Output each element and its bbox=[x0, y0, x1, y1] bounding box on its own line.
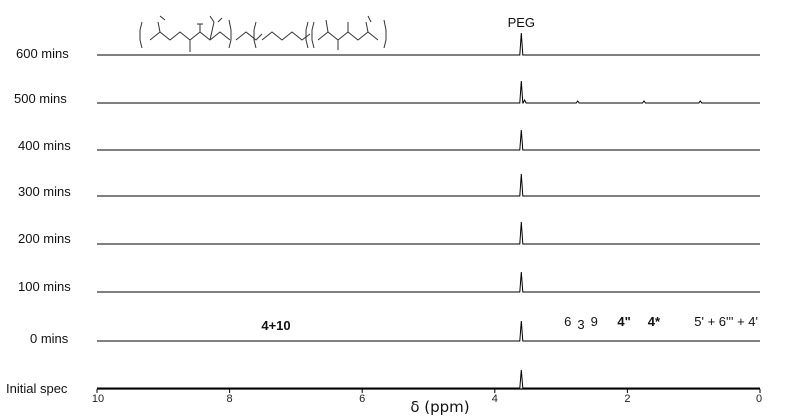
spectrum-trace bbox=[97, 221, 760, 245]
series-label: Initial spec bbox=[6, 381, 68, 396]
series-label: 300 mins bbox=[18, 184, 71, 199]
spectrum-trace bbox=[97, 369, 760, 389]
x-tick-label: 0 bbox=[756, 393, 762, 405]
x-tick-label: 10 bbox=[92, 393, 104, 405]
series-label: 500 mins bbox=[14, 91, 67, 106]
x-axis-title: δ (ppm) bbox=[410, 398, 469, 416]
peak-assignment-label: 9 bbox=[591, 314, 598, 329]
x-tick-label: 4 bbox=[492, 393, 498, 405]
peg-peak-label: PEG bbox=[508, 15, 535, 30]
x-tick-label: 8 bbox=[227, 393, 233, 405]
series-label: 600 mins bbox=[16, 46, 69, 61]
spectrum-trace bbox=[97, 271, 760, 293]
spectrum-trace bbox=[97, 32, 760, 56]
series-label: 0 mins bbox=[30, 331, 69, 346]
peak-assignment-label: 3 bbox=[577, 317, 584, 332]
spectrum-trace bbox=[97, 80, 760, 104]
spectrum-trace bbox=[97, 320, 760, 342]
series-label: 200 mins bbox=[18, 231, 71, 246]
x-tick-label: 2 bbox=[624, 393, 630, 405]
spectrum-trace bbox=[97, 129, 760, 151]
x-tick-label: 6 bbox=[359, 393, 365, 405]
series-label: 400 mins bbox=[18, 138, 71, 153]
series-label: 100 mins bbox=[18, 279, 71, 294]
polymer-structure-icon bbox=[139, 15, 387, 52]
peak-assignment-label: 4* bbox=[648, 314, 661, 329]
peak-assignment-label: 5' + 6''' + 4' bbox=[694, 314, 758, 329]
spectrum-trace bbox=[97, 173, 760, 197]
peak-assignment-label: 4" bbox=[617, 314, 630, 329]
peak-assignment-label: 4+10 bbox=[261, 318, 290, 333]
peak-assignment-label: 6 bbox=[564, 314, 571, 329]
